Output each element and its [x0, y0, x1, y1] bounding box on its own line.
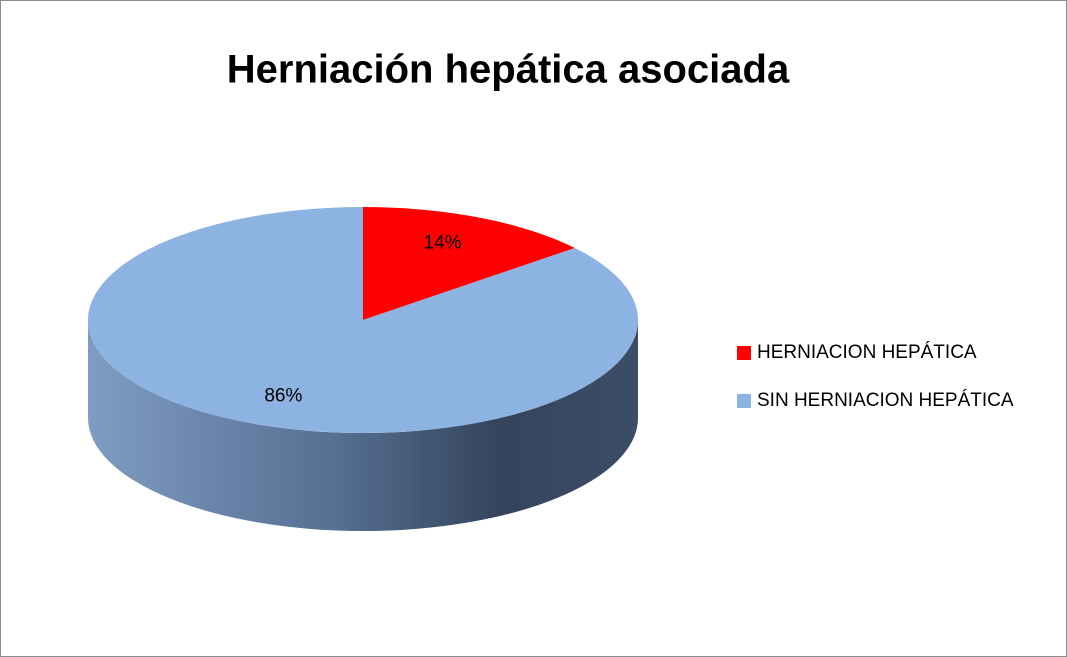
legend-label: SIN HERNIACION HEPÁTICA [757, 390, 1014, 411]
legend-swatch [737, 346, 751, 360]
data-label: 14% [424, 232, 462, 253]
chart-title: Herniación hepática asociada [227, 48, 790, 92]
legend-swatch [737, 394, 751, 408]
legend-label: HERNIACION HEPÁTICA [757, 342, 977, 363]
data-label: 86% [264, 386, 302, 407]
pie-slice [88, 207, 638, 433]
pie-slice [363, 207, 575, 320]
pie-side [88, 320, 638, 531]
